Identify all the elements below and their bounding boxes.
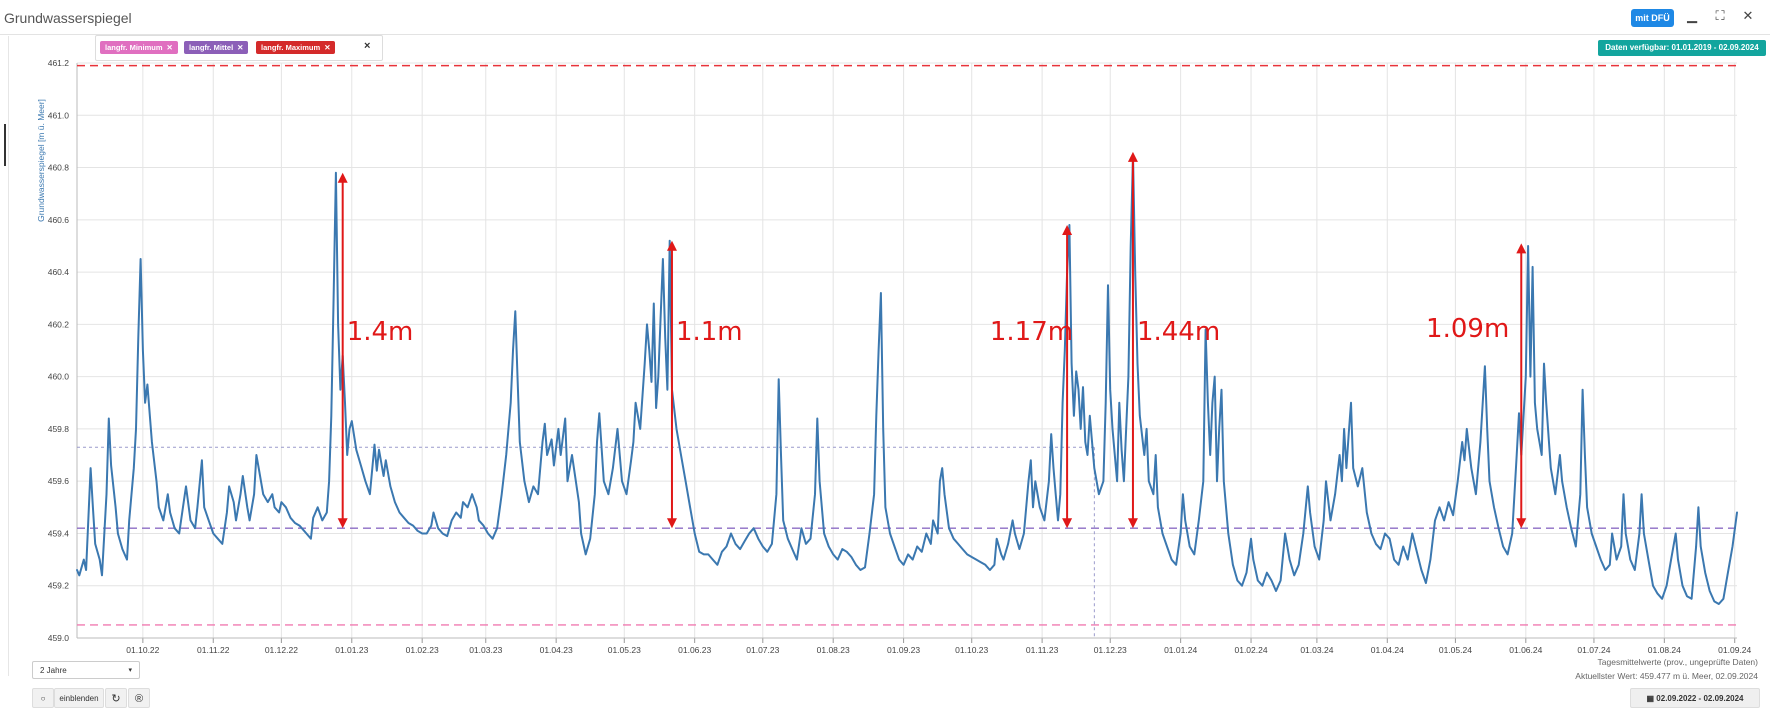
annotation-label: 1.17m xyxy=(990,317,1073,347)
x-tick-label: 01.09.24 xyxy=(1718,645,1751,655)
x-tick-label: 01.10.22 xyxy=(126,645,159,655)
y-tick-label: 460.0 xyxy=(48,372,70,382)
x-tick-label: 01.12.23 xyxy=(1094,645,1127,655)
x-tick-label: 01.08.24 xyxy=(1648,645,1681,655)
radio-icon: ○ xyxy=(40,694,46,703)
legend-chip-minimum-label: langfr. Minimum xyxy=(105,43,163,52)
y-tick-label: 459.0 xyxy=(48,633,70,643)
annotation-arrow-head-up xyxy=(1127,151,1138,162)
annotation-arrow-head-up xyxy=(337,172,348,183)
period-select[interactable]: 2 Jahre ▾ xyxy=(32,661,140,679)
annotation-arrow-head-down xyxy=(1516,518,1527,529)
x-tick-label: 01.07.24 xyxy=(1577,645,1610,655)
legend-chip-mittel-label: langfr. Mittel xyxy=(189,43,234,52)
x-tick-label: 01.01.23 xyxy=(335,645,368,655)
registered-button[interactable]: ® xyxy=(128,688,150,708)
radio-toggle-button[interactable]: ○ xyxy=(32,688,54,708)
x-tick-label: 01.11.23 xyxy=(1026,645,1059,655)
annotation-label: 1.09m xyxy=(1426,314,1509,344)
annotation-arrow-head-up xyxy=(1516,243,1527,254)
annotation-arrow-head-down xyxy=(666,518,677,529)
refresh-button[interactable]: ↻ xyxy=(105,688,127,708)
series-lines xyxy=(76,153,1738,605)
remove-mittel-icon[interactable]: ✕ xyxy=(237,43,244,52)
maximize-icon[interactable]: ⛶ xyxy=(1715,9,1725,24)
annotation-label: 1.1m xyxy=(676,317,743,347)
y-tick-label: 461.0 xyxy=(48,110,70,120)
x-tick-label: 01.12.22 xyxy=(265,645,298,655)
window-title: Grundwasserspiegel xyxy=(4,10,132,26)
y-tick-label: 461.2 xyxy=(48,58,70,68)
chevron-down-icon: ▾ xyxy=(128,667,132,674)
data-type-note: Tagesmittelwerte (prov., ungeprüfte Date… xyxy=(1597,657,1758,667)
legend-filter: langfr. Minimum ✕ langfr. Mittel ✕ langfr.… xyxy=(95,35,383,61)
y-axis-title: Grundwasserspiegel [m ü. Meer] xyxy=(36,99,46,222)
left-panel-border xyxy=(8,36,9,676)
x-tick-label: 01.08.23 xyxy=(817,645,850,655)
x-tick-label: 01.03.24 xyxy=(1300,645,1333,655)
y-tick-label: 459.4 xyxy=(48,528,70,538)
availability-badge: Daten verfügbar: 01.01.2019 - 02.09.2024 xyxy=(1598,40,1766,56)
x-tick-label: 01.02.24 xyxy=(1234,645,1267,655)
x-tick-label: 01.05.24 xyxy=(1439,645,1472,655)
annotation-label: 1.4m xyxy=(347,317,414,347)
x-tick-label: 01.04.24 xyxy=(1371,645,1404,655)
legend-chip-mittel[interactable]: langfr. Mittel ✕ xyxy=(184,41,249,54)
chart-grid xyxy=(77,62,1737,639)
date-range-button[interactable]: ▦ 02.09.2022 - 02.09.2024 xyxy=(1630,688,1760,708)
window-titlebar: Grundwasserspiegel mit DFÜ ▁ ⛶ ✕ xyxy=(0,0,1770,35)
latest-value-note: Aktuellster Wert: 459.477 m ü. Meer, 02.… xyxy=(1575,671,1758,681)
close-icon[interactable]: ✕ xyxy=(1742,9,1754,24)
x-tick-label: 01.07.23 xyxy=(746,645,779,655)
y-tick-label: 460.2 xyxy=(48,319,70,329)
annotation-arrow-head-down xyxy=(1062,518,1073,529)
minimize-icon[interactable]: ▁ xyxy=(1687,9,1697,24)
annotation-arrow-head-down xyxy=(1127,518,1138,529)
chart-axes: 459.0 459.2 459.4 459.6 459.8 460.0 460.2 460.4… xyxy=(36,58,1752,655)
y-tick-label: 459.2 xyxy=(48,581,70,591)
y-tick-label: 459.8 xyxy=(48,424,70,434)
y-tick-label: 460.8 xyxy=(48,163,70,173)
legend-chip-maximum[interactable]: langfr. Maximum ✕ xyxy=(256,41,336,54)
groundwater-series-line xyxy=(76,153,1738,605)
show-button[interactable]: einblenden xyxy=(54,688,104,708)
remove-maximum-icon[interactable]: ✕ xyxy=(324,43,331,52)
x-tick-label: 01.06.23 xyxy=(678,645,711,655)
x-tick-label: 01.09.23 xyxy=(887,645,920,655)
remove-minimum-icon[interactable]: ✕ xyxy=(166,43,173,52)
x-tick-label: 01.03.23 xyxy=(469,645,502,655)
annotation-arrow-head-up xyxy=(1062,225,1073,236)
reference-lines xyxy=(77,64,1737,626)
calendar-icon: ▦ xyxy=(1646,694,1655,703)
x-tick-label: 01.11.22 xyxy=(197,645,230,655)
clear-legend-icon[interactable]: × xyxy=(364,40,371,52)
date-range-label: 02.09.2022 - 02.09.2024 xyxy=(1656,694,1744,703)
x-tick-label: 01.04.23 xyxy=(540,645,573,655)
dfu-button[interactable]: mit DFÜ xyxy=(1631,9,1674,27)
x-tick-label: 01.06.24 xyxy=(1509,645,1542,655)
y-tick-label: 460.6 xyxy=(48,215,70,225)
x-tick-label: 01.05.23 xyxy=(608,645,641,655)
annotation-arrow-head-up xyxy=(666,240,677,251)
chart-annotations: 1.4m 1.1m 1.17m 1.44m 1.09m xyxy=(337,151,1527,529)
x-tick-label: 01.10.23 xyxy=(955,645,988,655)
side-handle[interactable] xyxy=(4,124,6,166)
period-select-value: 2 Jahre xyxy=(40,666,67,675)
crosshair xyxy=(77,446,1095,638)
registered-icon: ® xyxy=(134,693,144,705)
x-tick-label: 01.01.24 xyxy=(1164,645,1197,655)
legend-chip-maximum-label: langfr. Maximum xyxy=(261,43,321,52)
x-tick-label: 01.02.23 xyxy=(406,645,439,655)
y-tick-label: 460.4 xyxy=(48,267,70,277)
legend-chip-minimum[interactable]: langfr. Minimum ✕ xyxy=(100,41,178,54)
annotation-label: 1.44m xyxy=(1137,317,1220,347)
y-tick-label: 459.6 xyxy=(48,476,70,486)
refresh-icon: ↻ xyxy=(111,693,121,705)
annotation-arrow-head-down xyxy=(337,518,348,529)
